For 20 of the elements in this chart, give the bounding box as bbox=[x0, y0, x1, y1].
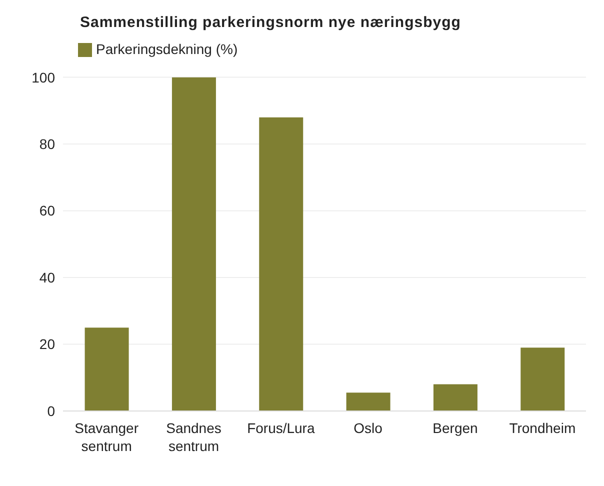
x-tick-label: Oslo bbox=[354, 420, 383, 436]
bar bbox=[346, 392, 390, 411]
chart-title: Sammenstilling parkeringsnorm nye næringsbygg bbox=[79, 13, 462, 31]
bar bbox=[259, 117, 304, 411]
bar bbox=[433, 384, 478, 411]
bar bbox=[172, 77, 216, 411]
x-tick-label: Stavanger sentrum bbox=[74, 420, 139, 454]
y-tick-label: 20 bbox=[39, 336, 56, 352]
x-tick-label: Forus/Lura bbox=[247, 420, 315, 436]
y-tick-label: 40 bbox=[39, 269, 56, 286]
x-tick-label: Sandnes sentrum bbox=[166, 420, 222, 454]
y-tick-label: 60 bbox=[39, 202, 56, 219]
legend-label: Parkeringsdekning (%) bbox=[96, 41, 238, 57]
x-tick-label: Bergen bbox=[432, 420, 478, 436]
y-tick-label: 100 bbox=[32, 69, 56, 86]
bar bbox=[84, 328, 129, 411]
y-tick-label: 0 bbox=[47, 402, 56, 419]
bar bbox=[520, 348, 565, 411]
y-tick-label: 80 bbox=[39, 136, 56, 152]
x-tick-label: Trondheim bbox=[509, 420, 576, 436]
